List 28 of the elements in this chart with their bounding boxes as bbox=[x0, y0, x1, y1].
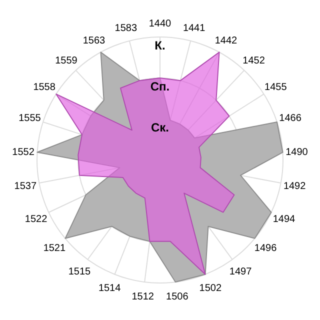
spoke-label: 1497 bbox=[229, 266, 252, 278]
spoke-label: 1440 bbox=[148, 18, 172, 30]
spoke-label: 1442 bbox=[214, 35, 238, 46]
spoke-label: 1558 bbox=[33, 82, 56, 94]
spoke-label: 1514 bbox=[98, 282, 122, 294]
spoke-label: 1552 bbox=[12, 146, 35, 158]
spoke-label: 1555 bbox=[18, 113, 42, 124]
spoke-label: 1537 bbox=[14, 181, 37, 192]
spoke-label: 1452 bbox=[242, 56, 266, 67]
spoke-label: 1441 bbox=[182, 22, 206, 34]
spoke-label: 1559 bbox=[55, 56, 78, 67]
spoke-label: 1496 bbox=[254, 242, 278, 254]
spoke-label: 1563 bbox=[82, 35, 106, 46]
spoke-label: 1521 bbox=[43, 242, 66, 254]
spoke-label: 1522 bbox=[24, 214, 48, 225]
spoke-label: 1494 bbox=[272, 214, 296, 225]
spoke-label: 1455 bbox=[264, 82, 288, 94]
y-tick-label: К. bbox=[154, 38, 166, 52]
spoke-label: 1492 bbox=[283, 181, 306, 192]
spoke-label: 1583 bbox=[114, 22, 138, 34]
spoke-label: 1466 bbox=[279, 113, 302, 124]
y-tick-label: Ск. bbox=[150, 120, 170, 134]
spoke-label: 1502 bbox=[199, 282, 222, 294]
spoke-label: 1490 bbox=[286, 146, 308, 158]
spoke-label: 1515 bbox=[68, 266, 92, 278]
y-tick-label: Сп. bbox=[150, 79, 170, 94]
spoke-label: 1512 bbox=[132, 291, 154, 302]
spoke-label: 1506 bbox=[166, 291, 189, 302]
